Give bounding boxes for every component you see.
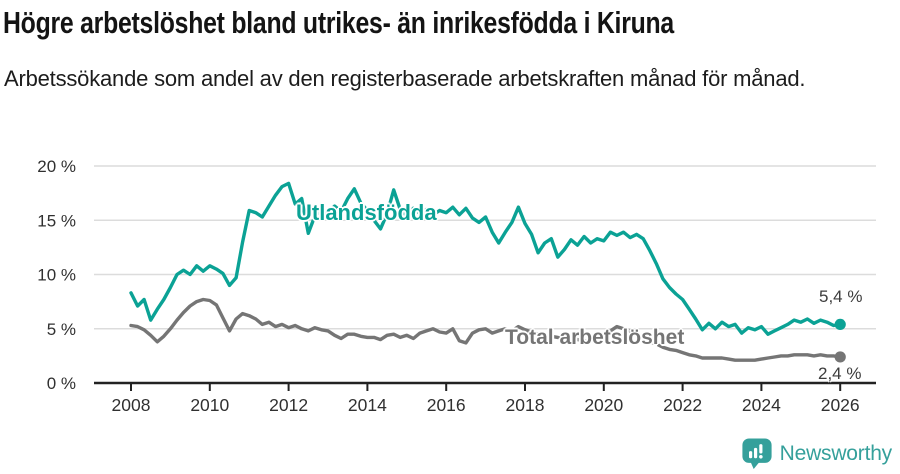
series-label-utlandsfodda: Utlandsfödda (296, 200, 437, 225)
chart-title: Högre arbetslöshet bland utrikes- än inr… (3, 5, 674, 40)
newsworthy-icon (742, 438, 772, 470)
end-value-label-total: 2,4 % (818, 364, 862, 383)
x-tick-label: 2010 (190, 395, 229, 415)
y-tick-label: 15 % (37, 211, 76, 230)
end-value-label-utlandsfodda: 5,4 % (819, 287, 863, 306)
y-tick-label: 10 % (37, 266, 76, 285)
series-line-0 (129, 181, 842, 336)
series-label-total-arbetsloshet: Total arbetslöshet (505, 326, 685, 349)
newsworthy-logo[interactable]: Newsworthy (741, 437, 892, 470)
x-tick-label: 2024 (742, 395, 781, 415)
chart-subtitle: Arbetssökande som andel av den registerb… (4, 66, 806, 91)
x-tick-label: 2008 (112, 395, 151, 415)
series-line-1 (129, 297, 842, 362)
x-tick-label: 2016 (427, 395, 466, 415)
x-tick-label: 2018 (506, 395, 545, 415)
x-tick-label: 2020 (584, 395, 623, 415)
y-tick-label: 5 % (47, 320, 76, 339)
series-end-dot-0 (834, 318, 846, 331)
x-tick-label: 2022 (663, 395, 702, 415)
newsworthy-wordmark: Newsworthy (779, 441, 893, 465)
x-tick-label: 2026 (821, 395, 860, 415)
series-end-dot-1 (834, 351, 846, 363)
x-tick-label: 2014 (348, 395, 387, 415)
y-tick-label: 0 % (47, 374, 76, 393)
x-tick-label: 2012 (269, 395, 308, 415)
y-tick-label: 20 % (37, 157, 76, 176)
